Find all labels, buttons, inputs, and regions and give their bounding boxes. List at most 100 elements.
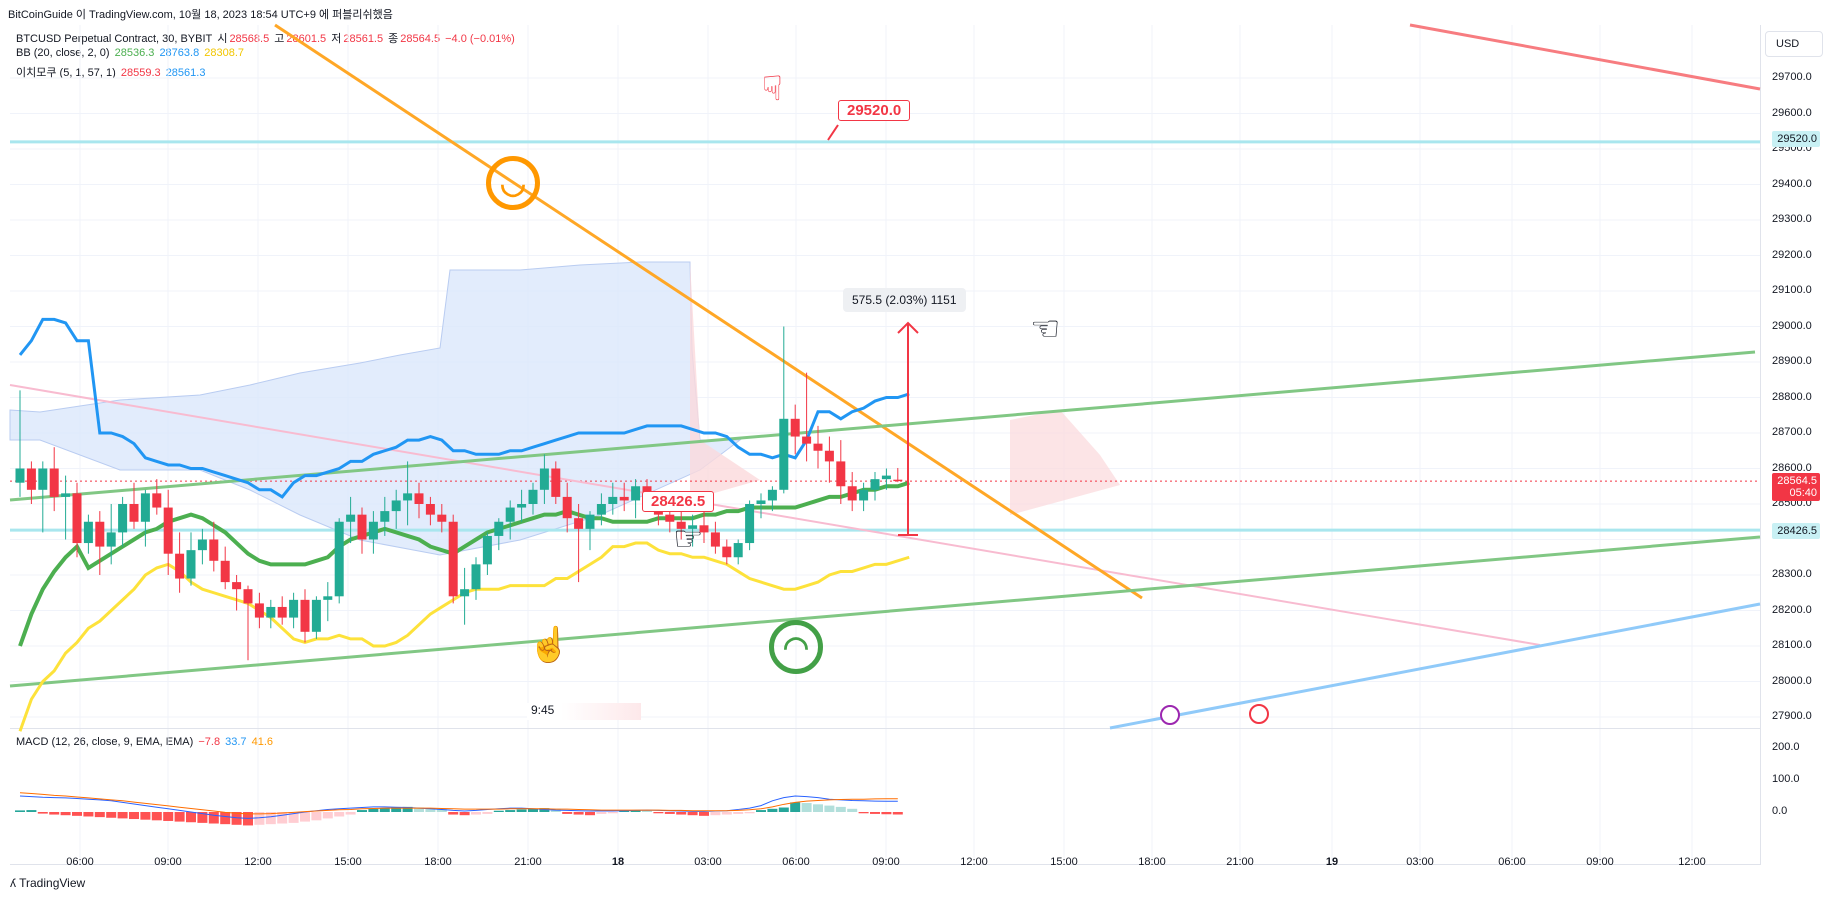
symbol-name: BTCUSD Perpetual Contract, 30, BYBIT (16, 33, 213, 45)
candle-body (676, 521, 686, 529)
change-value: −4.0 (−0.01%) (445, 33, 515, 45)
close-label: 종 (388, 33, 399, 45)
macd-hist-bar (402, 806, 413, 812)
pink-trend-line (9, 384, 1541, 646)
macd-hist-bar (208, 812, 219, 824)
macd-hist-bar (277, 812, 288, 824)
macd-hist-bar (197, 812, 208, 823)
time-tick-label: 03:00 (1406, 856, 1434, 868)
candle-body (767, 489, 777, 501)
candle-body (836, 461, 846, 487)
time-tick-label: 21:00 (1226, 856, 1254, 868)
candle-body (562, 496, 572, 519)
macd-hist-bar (345, 812, 356, 815)
macd-hist-bar (676, 812, 687, 815)
currency-selector[interactable]: USD (1765, 31, 1823, 57)
support-price-bubble[interactable]: 28426.5 (642, 491, 715, 512)
candle-body (437, 514, 447, 522)
candle-body (710, 532, 720, 547)
macd-hist-bar (892, 812, 903, 815)
price-tick-label: 28900.0 (1772, 355, 1812, 367)
candle-body (745, 504, 755, 544)
macd-hist-bar (881, 812, 892, 815)
candle-body (733, 543, 743, 558)
candle-body (220, 560, 230, 583)
price-tick-label: 29400.0 (1772, 177, 1812, 190)
macd-hist-bar (140, 812, 151, 820)
candle-body (140, 493, 150, 522)
tradingview-logo[interactable]: ʎ TradingView (10, 876, 85, 890)
candle-body (482, 535, 492, 565)
time-tick-label: 12:00 (1678, 856, 1706, 868)
sad-face-icon: ◠ (769, 620, 823, 674)
candle-body (688, 525, 698, 529)
macd-hist-bar (288, 812, 299, 823)
time-tick-label: 15:00 (334, 856, 362, 868)
price-tick-label: 29600.0 (1772, 106, 1812, 119)
macd-hist-bar (129, 812, 139, 820)
macd-hist-bar (37, 812, 48, 814)
price-tick-label: 28300.0 (1772, 568, 1812, 580)
measure-label: 575.5 (2.03%) 1151 (843, 288, 966, 312)
macd-hist-bar (15, 810, 25, 812)
candle-body (175, 553, 185, 579)
macd-hist-bar (151, 812, 162, 821)
macd-hist-bar (425, 808, 436, 812)
candle-body (380, 511, 390, 522)
candle-body (779, 418, 789, 490)
candle-body (311, 599, 321, 632)
candle-body (824, 450, 834, 462)
time-tick-label: 21:00 (514, 856, 542, 868)
candle-body (72, 493, 82, 544)
price-tick-label: 28800.0 (1772, 390, 1812, 403)
candle-body (585, 514, 595, 529)
ichimoku-cloud-bear-2 (1010, 410, 1120, 515)
macd-label: MACD (12, 26, close, 9, EMA, EMA) (16, 736, 194, 748)
macd-hist-bar (664, 812, 675, 814)
macd-hist-bar (72, 812, 82, 816)
candle-body (323, 596, 333, 600)
candle-body (186, 550, 196, 579)
candle-body (494, 521, 504, 536)
candle-body (608, 496, 618, 504)
candle-body (403, 493, 413, 501)
price-tick-label: 29100.0 (1772, 284, 1812, 296)
pointing-down-hand-icon: ☟ (762, 70, 783, 108)
candle-body (802, 436, 812, 444)
bb-legend: BB (20, close, 2, 0) 28536.3 28763.8 283… (16, 47, 246, 59)
macd-hist-bar (539, 808, 550, 812)
drawings (827, 124, 1269, 725)
candle-body (859, 489, 869, 501)
macd-hist-bar (391, 807, 402, 812)
candle-body (300, 599, 310, 632)
current-price-value: 28564.5 (1777, 475, 1817, 487)
macd-hist-bar (778, 807, 789, 812)
smiley-face-icon: ◡ (486, 156, 540, 210)
red-trend-line (1409, 23, 1761, 91)
open-label: 시 (217, 33, 228, 45)
macd-hist-bar (83, 812, 94, 817)
candle-body (368, 521, 378, 540)
macd-hist-bar (414, 807, 424, 812)
time-tick-label: 03:00 (694, 856, 722, 868)
high-value: 28601.5 (286, 33, 327, 45)
macd-hist-bar (448, 812, 459, 815)
macd-hist-bar (562, 812, 573, 814)
ichimoku-label: 이치모쿠 (5, 1, 57, 1) (16, 67, 116, 79)
high-label: 고 (274, 33, 285, 45)
target-price-bubble[interactable]: 29520.0 (838, 100, 911, 121)
macd-hist-bar (642, 810, 652, 812)
candle-body (118, 504, 128, 533)
macd-hist-bar (379, 808, 390, 812)
macd-hist-bar (265, 812, 276, 825)
time-tick-label: 09:00 (872, 856, 900, 868)
candle-body (756, 500, 766, 504)
candle-body (243, 589, 253, 604)
price-tick-label: 28600.0 (1772, 461, 1812, 474)
candle-body (391, 500, 401, 512)
macd-hist-bar (322, 812, 333, 819)
candle-body (334, 521, 344, 597)
macd-hist-bar (436, 808, 447, 812)
candle-body (163, 507, 173, 554)
